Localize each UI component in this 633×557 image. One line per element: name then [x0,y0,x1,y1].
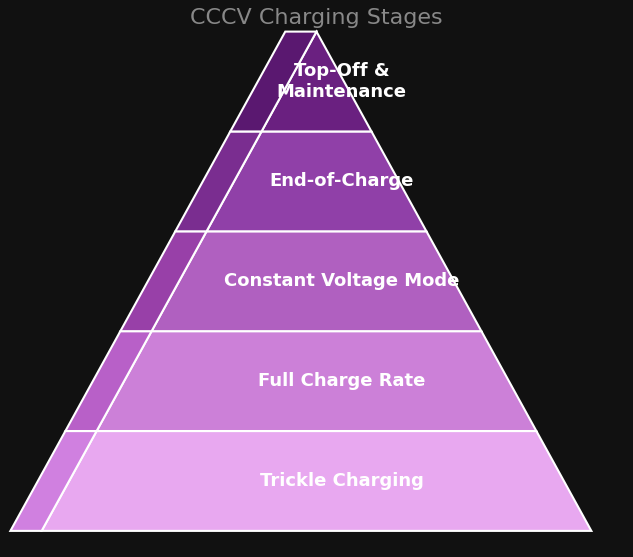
Polygon shape [120,231,206,331]
Text: Full Charge Rate: Full Charge Rate [258,372,425,390]
Polygon shape [206,131,427,231]
Text: CCCV Charging Stages: CCCV Charging Stages [190,8,443,28]
Polygon shape [10,431,97,531]
Polygon shape [230,32,316,131]
Text: Trickle Charging: Trickle Charging [260,472,423,490]
Polygon shape [175,131,261,231]
Text: End-of-Charge: End-of-Charge [269,172,414,190]
Polygon shape [97,331,536,431]
Text: Top-Off &
Maintenance: Top-Off & Maintenance [277,62,406,101]
Text: Constant Voltage Mode: Constant Voltage Mode [224,272,459,290]
Polygon shape [151,231,482,331]
Polygon shape [42,431,591,531]
Polygon shape [261,32,372,131]
Polygon shape [65,331,151,431]
